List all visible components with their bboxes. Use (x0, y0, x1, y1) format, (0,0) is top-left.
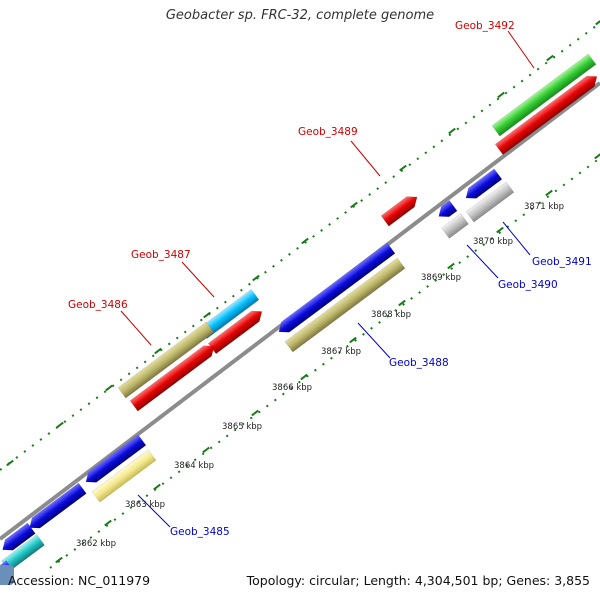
callout-line (137, 494, 171, 528)
geob-3492-cds[interactable] (494, 71, 600, 156)
tick-label-3871: 3871 kbp (524, 202, 564, 212)
tick-label-3870: 3870 kbp (473, 237, 513, 247)
major-tick (56, 421, 64, 429)
callout-line (502, 221, 531, 256)
upstream-cds-b[interactable] (0, 522, 36, 555)
major-ticks (6, 20, 600, 564)
tick-label-3863: 3863 kbp (125, 500, 165, 510)
geob-3487-cds[interactable] (207, 306, 265, 355)
major-tick (448, 127, 456, 135)
gene-label-geob-3488[interactable]: Geob_3488 (389, 357, 449, 369)
callout-line (120, 310, 152, 346)
accession-text: Accession: NC_011979 (8, 573, 151, 588)
geob-3488-feature[interactable] (284, 257, 406, 353)
major-tick (595, 20, 600, 26)
major-tick (546, 54, 554, 62)
callout-line (357, 322, 391, 359)
map-title: Geobacter sp. FRC-32, complete genome (165, 8, 435, 23)
gene-label-geob-3487[interactable]: Geob_3487 (131, 249, 191, 261)
major-tick (594, 153, 600, 160)
tick-label-3864: 3864 kbp (174, 461, 214, 471)
geob-3489-cds[interactable] (380, 192, 421, 227)
topology-text: Topology: circular; Length: 4,304,501 bp… (246, 573, 590, 588)
upstream-cds-a[interactable] (26, 482, 87, 533)
major-tick (202, 446, 210, 454)
geob-3486-feature[interactable] (117, 321, 215, 399)
major-tick (104, 519, 112, 527)
tick-label-3867: 3867 kbp (321, 347, 361, 357)
geob-3485-cds[interactable] (82, 434, 147, 487)
gene-label-geob-3492[interactable]: Geob_3492 (455, 20, 515, 32)
callout-line (181, 261, 215, 298)
geob-3490-cds[interactable] (435, 200, 458, 221)
tick-label-3862: 3862 kbp (76, 539, 116, 549)
major-tick (545, 189, 553, 197)
feature-layer[interactable] (0, 53, 600, 584)
gene-label-geob-3490[interactable]: Geob_3490 (498, 279, 558, 291)
major-tick (6, 459, 14, 467)
gene-label-geob-3489[interactable]: Geob_3489 (298, 126, 358, 138)
gene-callouts (120, 30, 535, 528)
geob-3486-cds[interactable] (129, 341, 218, 412)
major-tick (447, 262, 455, 270)
tick-label-3865: 3865 kbp (222, 422, 262, 432)
gene-label-geob-3485[interactable]: Geob_3485 (170, 526, 230, 538)
major-tick (252, 274, 260, 282)
geob-3485-feature[interactable] (91, 449, 157, 503)
major-tick (153, 483, 161, 491)
major-tick (203, 311, 211, 319)
major-tick (399, 164, 407, 172)
major-tick (55, 556, 63, 564)
major-tick (349, 336, 357, 344)
major-tick (251, 409, 259, 417)
tick-label-3866: 3866 kbp (272, 383, 312, 393)
callout-line (466, 244, 499, 279)
inner-tick-track (49, 157, 600, 569)
geob-3492-rna[interactable] (491, 53, 597, 137)
major-tick (496, 226, 504, 234)
major-tick (497, 91, 505, 99)
callout-line (507, 30, 535, 69)
geob-3491-cds[interactable] (462, 168, 503, 203)
geob-3490-feature[interactable] (441, 213, 469, 239)
map-navigator-icon[interactable] (0, 565, 14, 585)
geob-3488-cds[interactable] (275, 242, 396, 337)
tick-label-3868: 3868 kbp (371, 310, 411, 320)
major-tick (398, 299, 406, 307)
callout-line (350, 140, 381, 177)
geob-3491-feature[interactable] (465, 181, 515, 223)
major-tick (154, 347, 162, 355)
major-tick (300, 373, 308, 381)
major-tick (301, 237, 309, 245)
major-tick (105, 384, 113, 392)
gene-label-geob-3486[interactable]: Geob_3486 (68, 299, 128, 311)
gene-label-geob-3491[interactable]: Geob_3491 (532, 256, 592, 268)
major-tick (350, 201, 358, 209)
tick-label-3869: 3869 kbp (421, 273, 461, 283)
